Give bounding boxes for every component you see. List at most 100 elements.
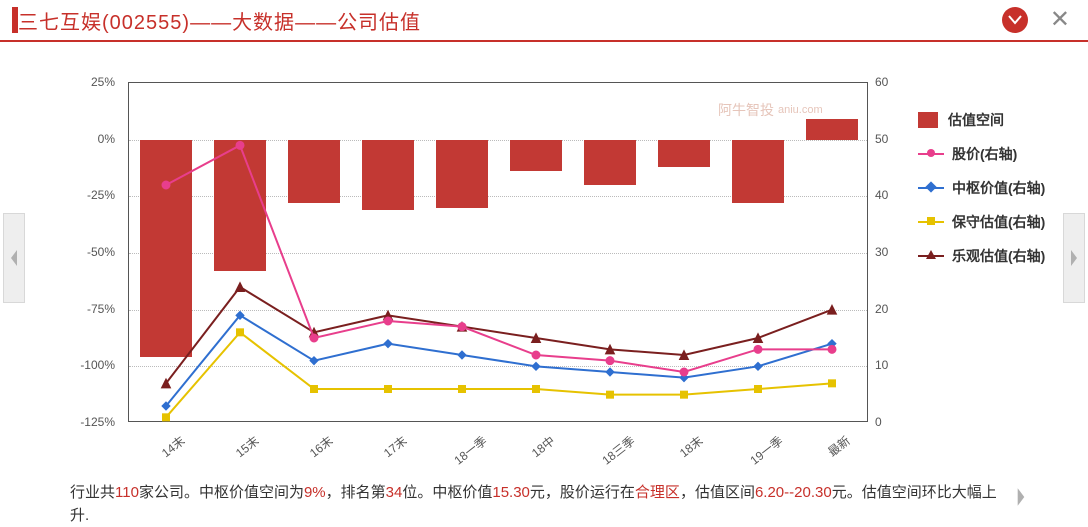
series-marker-conservative (385, 386, 392, 393)
series-marker-price (828, 345, 836, 353)
prev-button[interactable] (3, 213, 25, 303)
legend-label: 乐观估值(右轴) (952, 246, 1045, 266)
series-marker-price (532, 351, 540, 359)
series-marker-price (236, 141, 244, 149)
series-marker-price (680, 368, 688, 376)
series-marker-conservative (163, 414, 170, 421)
series-marker-center (606, 368, 614, 376)
x-tick-label: 19一季 (746, 432, 786, 468)
plot-area (128, 82, 868, 422)
x-tick-label: 18三季 (598, 432, 638, 468)
legend-swatch (918, 215, 944, 229)
y-right-tick: 20 (875, 302, 888, 316)
x-tick-label: 18一季 (450, 432, 490, 468)
x-tick-label: 18末 (676, 432, 706, 461)
footer-text: 行业共110家公司。中枢价值空间为9%，排名第34位。中枢价值15.30元，股价… (70, 482, 1014, 527)
series-marker-conservative (533, 386, 540, 393)
series-marker-conservative (681, 391, 688, 398)
series-line-optimistic (166, 287, 832, 383)
series-marker-price (384, 317, 392, 325)
y-right-tick: 30 (875, 245, 888, 259)
footer-text-span: ，估值区间 (680, 484, 755, 501)
legend: 估值空间股价(右轴) 中枢价值(右轴) 保守估值(右轴) 乐观估值(右轴) (918, 110, 1088, 280)
close-button[interactable]: ✕ (1044, 6, 1076, 34)
y-left-tick: -100% (80, 358, 115, 372)
series-marker-conservative (311, 386, 318, 393)
series-line-conservative (166, 332, 832, 417)
footer-text-span: 15.30 (492, 484, 530, 501)
series-marker-center (384, 340, 392, 348)
legend-label: 股价(右轴) (952, 144, 1017, 164)
footer-text-span: ，排名第 (326, 484, 386, 501)
legend-swatch (918, 147, 944, 161)
y-left-tick: -50% (87, 245, 115, 259)
legend-item-optimistic[interactable]: 乐观估值(右轴) (918, 246, 1088, 266)
series-marker-price (606, 357, 614, 365)
series-marker-conservative (237, 329, 244, 336)
dropdown-button[interactable] (1002, 7, 1028, 33)
series-marker-conservative (829, 380, 836, 387)
legend-label: 中枢价值(右轴) (952, 178, 1045, 198)
page-root: 三七互娱(002555) ——大数据 ——公司估值 ✕ 25% 0% -25% -50… (0, 0, 1088, 527)
x-axis: 14末15末16末17末18一季18中18三季18末19一季最新 (128, 424, 868, 464)
footer: 行业共110家公司。中枢价值空间为9%，排名第34位。中枢价值15.30元，股价… (0, 474, 1088, 527)
series-line-price (166, 145, 832, 372)
footer-text-span: 34 (386, 484, 403, 501)
y-right-tick: 40 (875, 188, 888, 202)
footer-text-span: 位。中枢价值 (402, 484, 492, 501)
footer-text-span: 6.20--20.30 (755, 484, 832, 501)
series-marker-optimistic (828, 305, 837, 314)
y-left-tick: -25% (87, 188, 115, 202)
legend-swatch (918, 249, 944, 263)
y-right-tick: 50 (875, 132, 888, 146)
series-marker-center (754, 362, 762, 370)
x-tick-label: 最新 (824, 432, 853, 460)
header: 三七互娱(002555) ——大数据 ——公司估值 ✕ (0, 0, 1088, 42)
legend-swatch (918, 181, 944, 195)
chevron-right-icon (1014, 486, 1028, 508)
y-axis-right: 6050403020100 (871, 82, 911, 422)
y-left-tick: -75% (87, 302, 115, 316)
y-axis-left: 25%0%-25%-50%-75%-100%-125% (38, 82, 123, 422)
footer-text-span: 行业共 (70, 484, 115, 501)
header-title-3: ——公司估值 (295, 6, 421, 35)
series-marker-conservative (459, 386, 466, 393)
legend-item-bars[interactable]: 估值空间 (918, 110, 1088, 130)
series-marker-price (310, 334, 318, 342)
series-marker-center (458, 351, 466, 359)
series-marker-center (532, 362, 540, 370)
legend-item-center[interactable]: 中枢价值(右轴) (918, 178, 1088, 198)
footer-text-span: 9% (304, 484, 326, 501)
x-tick-label: 15末 (232, 432, 262, 461)
chart-container: 25%0%-25%-50%-75%-100%-125% 605040302010… (28, 42, 1060, 474)
x-tick-label: 18中 (528, 432, 558, 461)
y-right-tick: 0 (875, 415, 882, 429)
series-line-center (166, 315, 832, 406)
chevron-down-icon (1008, 15, 1022, 25)
chevron-left-icon (8, 248, 20, 268)
legend-item-conservative[interactable]: 保守估值(右轴) (918, 212, 1088, 232)
body-row: 25%0%-25%-50%-75%-100%-125% 605040302010… (0, 42, 1088, 474)
header-title-2: ——大数据 (190, 6, 295, 35)
x-tick-label: 16末 (306, 432, 336, 461)
y-right-tick: 60 (875, 75, 888, 89)
footer-text-span: 110 (115, 484, 139, 501)
x-tick-label: 14末 (158, 432, 188, 461)
footer-next-button[interactable] (1014, 482, 1028, 513)
series-marker-price (754, 345, 762, 353)
x-tick-label: 17末 (380, 432, 410, 461)
legend-item-price[interactable]: 股价(右轴) (918, 144, 1088, 164)
footer-text-span: 元，股价运行在 (530, 484, 635, 501)
series-marker-conservative (755, 386, 762, 393)
legend-label: 估值空间 (948, 110, 1004, 130)
series-marker-conservative (607, 391, 614, 398)
series-marker-price (458, 323, 466, 331)
line-overlay (129, 83, 869, 423)
y-left-tick: 25% (91, 75, 115, 89)
header-title-1: 三七互娱(002555) (18, 6, 190, 35)
legend-swatch (918, 112, 938, 128)
footer-text-span: 合理区 (635, 484, 680, 501)
series-marker-price (162, 181, 170, 189)
series-marker-optimistic (236, 283, 245, 292)
y-left-tick: 0% (98, 132, 115, 146)
